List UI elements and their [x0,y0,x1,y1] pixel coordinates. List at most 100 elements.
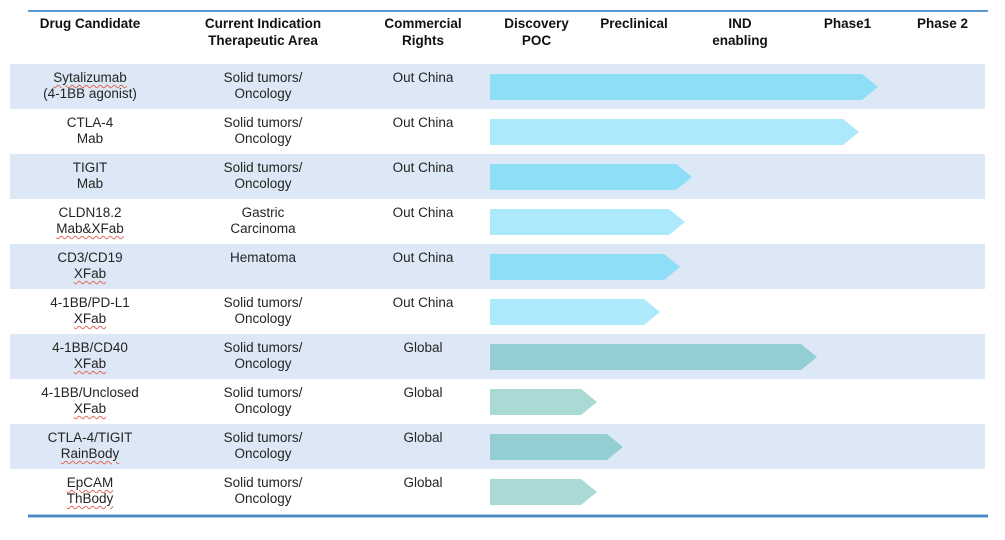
commercial-rights-cell: Global [403,385,443,400]
column-header-drug-candidate: Drug Candidate [10,15,170,61]
drug-name-cell: CLDN18.2 Mab&XFab [10,199,170,237]
stage-bar [490,254,680,280]
column-header-ind-enabling: IND enabling [685,15,795,61]
drug-name-cell: TIGIT Mab [10,154,170,192]
indication-cell: Solid tumors/ Oncology [170,469,356,507]
header-line: Therapeutic Area [208,33,318,48]
indication-line2: Oncology [234,176,292,191]
header-line: Rights [402,33,444,48]
indication-line2: Carcinoma [230,221,296,236]
header-line: Current Indication [204,16,322,31]
column-header-phase2: Phase 2 [900,15,985,61]
stage-bar [490,209,685,235]
table-row: CLDN18.2 Mab&XFab Gastric Carcinoma Out … [10,199,985,244]
indication-line1: Hematoma [229,250,297,265]
indication-cell: Hematoma [170,244,356,266]
stage-bar [490,389,597,415]
indication-line2: Oncology [234,401,292,416]
stage-bar [490,74,878,100]
indication-line1: Solid tumors/ [223,475,303,490]
indication-cell: Solid tumors/ Oncology [170,154,356,192]
header-line: enabling [712,33,768,48]
drug-name-line1: CD3/CD19 [57,250,123,265]
drug-name-cell: Sytalizumab (4-1BB agonist) [10,64,170,102]
indication-line1: Solid tumors/ [223,385,303,400]
stage-bar [490,344,817,370]
drug-name-cell: 4-1BB/PD-L1 XFab [10,289,170,327]
top-rule [28,10,988,12]
indication-line2: Oncology [234,311,292,326]
indication-line1: Solid tumors/ [223,295,303,310]
commercial-rights-cell: Out China [392,160,454,175]
drug-name-line1: CLDN18.2 [58,205,122,220]
indication-line2: Oncology [234,86,292,101]
drug-name-line1: TIGIT [72,160,108,175]
stage-bar [490,479,597,505]
drug-name-cell: CTLA-4/TIGIT RainBody [10,424,170,462]
drug-name-line1: 4-1BB/CD40 [52,340,128,355]
header-line: Drug Candidate [39,16,141,31]
drug-name-line2: Mab [76,176,104,191]
commercial-rights-cell: Out China [392,205,454,220]
column-header-discovery-poc: Discovery POC [490,15,583,61]
header-line: IND [728,16,752,31]
drug-name-line2: ThBody [66,491,114,506]
drug-name-line2: RainBody [60,446,120,461]
column-header-commercial-rights: Commercial Rights [356,15,490,61]
header-line: Preclinical [600,16,668,31]
indication-line2: Oncology [234,446,292,461]
table-row: CTLA-4 Mab Solid tumors/ Oncology Out Ch… [10,109,985,154]
indication-line1: Solid tumors/ [223,70,303,85]
commercial-rights-cell: Out China [392,295,454,310]
commercial-rights-cell: Global [403,430,443,445]
indication-cell: Solid tumors/ Oncology [170,289,356,327]
table-row: 4-1BB/PD-L1 XFab Solid tumors/ Oncology … [10,289,985,334]
indication-line1: Solid tumors/ [223,115,303,130]
drug-name-line2: Mab [76,131,104,146]
drug-name-line2: XFab [73,311,107,326]
indication-cell: Solid tumors/ Oncology [170,424,356,462]
table-body: Sytalizumab (4-1BB agonist) Solid tumors… [10,64,985,514]
header-line: POC [521,33,552,48]
drug-name-cell: EpCAM ThBody [10,469,170,507]
stage-bar [490,164,692,190]
header-line: Phase1 [823,16,872,31]
header-line: Commercial [384,16,462,31]
table-row: 4-1BB/Unclosed XFab Solid tumors/ Oncolo… [10,379,985,424]
drug-name-line1: 4-1BB/PD-L1 [50,295,130,310]
indication-line2: Oncology [234,131,292,146]
indication-cell: Solid tumors/ Oncology [170,109,356,147]
drug-name-line2: XFab [73,266,107,281]
drug-name-cell: CD3/CD19 XFab [10,244,170,282]
column-header-phase1: Phase1 [795,15,900,61]
drug-name-line1: EpCAM [66,475,114,490]
indication-line2: Oncology [234,356,292,371]
drug-name-cell: 4-1BB/CD40 XFab [10,334,170,372]
column-header-preclinical: Preclinical [583,15,685,61]
commercial-rights-cell: Global [403,340,443,355]
header-line: Phase 2 [916,16,969,31]
drug-name-line2: XFab [73,401,107,416]
table-header: Drug Candidate Current Indication Therap… [10,15,985,61]
drug-name-line1: 4-1BB/Unclosed [41,385,139,400]
table-row: CTLA-4/TIGIT RainBody Solid tumors/ Onco… [10,424,985,469]
table-row: 4-1BB/CD40 XFab Solid tumors/ Oncology G… [10,334,985,379]
stage-bar [490,299,660,325]
drug-name-cell: 4-1BB/Unclosed XFab [10,379,170,417]
stage-bar [490,434,623,460]
indication-line1: Solid tumors/ [223,340,303,355]
indication-cell: Solid tumors/ Oncology [170,334,356,372]
indication-cell: Solid tumors/ Oncology [170,379,356,417]
bottom-rule [28,515,988,517]
drug-name-line1: Sytalizumab [53,70,127,85]
drug-name-line1: CTLA-4 [66,115,114,130]
column-header-current-indication: Current Indication Therapeutic Area [170,15,356,61]
indication-cell: Gastric Carcinoma [170,199,356,237]
table-row: CD3/CD19 XFab Hematoma Out China [10,244,985,289]
drug-name-line2: XFab [73,356,107,371]
drug-name-line2: Mab&XFab [56,221,124,236]
header-line: Discovery [504,16,569,31]
commercial-rights-cell: Global [403,475,443,490]
table-row: EpCAM ThBody Solid tumors/ Oncology Glob… [10,469,985,514]
indication-line1: Solid tumors/ [223,430,303,445]
